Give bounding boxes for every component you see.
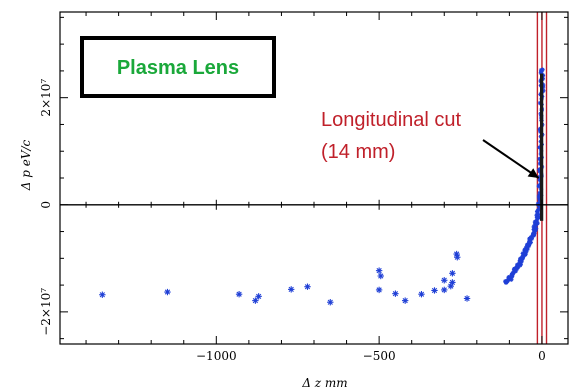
x-tick-label: −500 bbox=[363, 349, 396, 363]
y-tick-label: 0 bbox=[39, 201, 53, 209]
y-tick-label: 2×10⁷ bbox=[39, 79, 53, 117]
data-point bbox=[377, 272, 384, 280]
data-point bbox=[454, 254, 461, 261]
annotation-arrowhead bbox=[527, 168, 539, 178]
annotation-line-2: (14 mm) bbox=[321, 141, 395, 163]
y-axis-label: Δ p eV/c bbox=[19, 139, 33, 191]
data-point bbox=[463, 295, 471, 302]
annotation: Longitudinal cut (14 mm) bbox=[321, 109, 540, 179]
y-tick-label: −2×10⁷ bbox=[39, 288, 53, 336]
core-band bbox=[539, 73, 544, 221]
annotation-line-1: Longitudinal cut bbox=[321, 109, 462, 131]
data-point bbox=[164, 288, 171, 296]
data-layer bbox=[99, 67, 546, 306]
annotation-arrow bbox=[482, 139, 540, 179]
legend-frame bbox=[80, 36, 276, 98]
data-point bbox=[401, 297, 409, 304]
data-point bbox=[418, 291, 425, 298]
data-point bbox=[327, 299, 334, 306]
legend-box: Plasma Lens bbox=[80, 36, 276, 98]
legend-title: Plasma Lens bbox=[117, 57, 239, 79]
data-point bbox=[392, 290, 399, 297]
core-point bbox=[540, 67, 545, 72]
data-point bbox=[252, 297, 259, 304]
data-point bbox=[99, 291, 106, 298]
data-point bbox=[235, 291, 243, 298]
data-point bbox=[288, 286, 295, 293]
data-point bbox=[447, 282, 454, 290]
data-point bbox=[304, 283, 311, 290]
data-point bbox=[375, 286, 383, 294]
data-point bbox=[255, 293, 262, 300]
data-point bbox=[375, 267, 383, 274]
data-point bbox=[441, 277, 448, 284]
data-point bbox=[441, 286, 448, 294]
x-tick-label: −1000 bbox=[196, 349, 237, 363]
data-point bbox=[431, 287, 438, 294]
data-point bbox=[449, 270, 456, 277]
axis-ticks: −1000 −500 0 −2×10⁷ 0 2×10⁷ bbox=[39, 12, 568, 363]
x-axis-label: Δ z mm bbox=[301, 376, 347, 390]
x-tick-label: 0 bbox=[538, 349, 546, 363]
